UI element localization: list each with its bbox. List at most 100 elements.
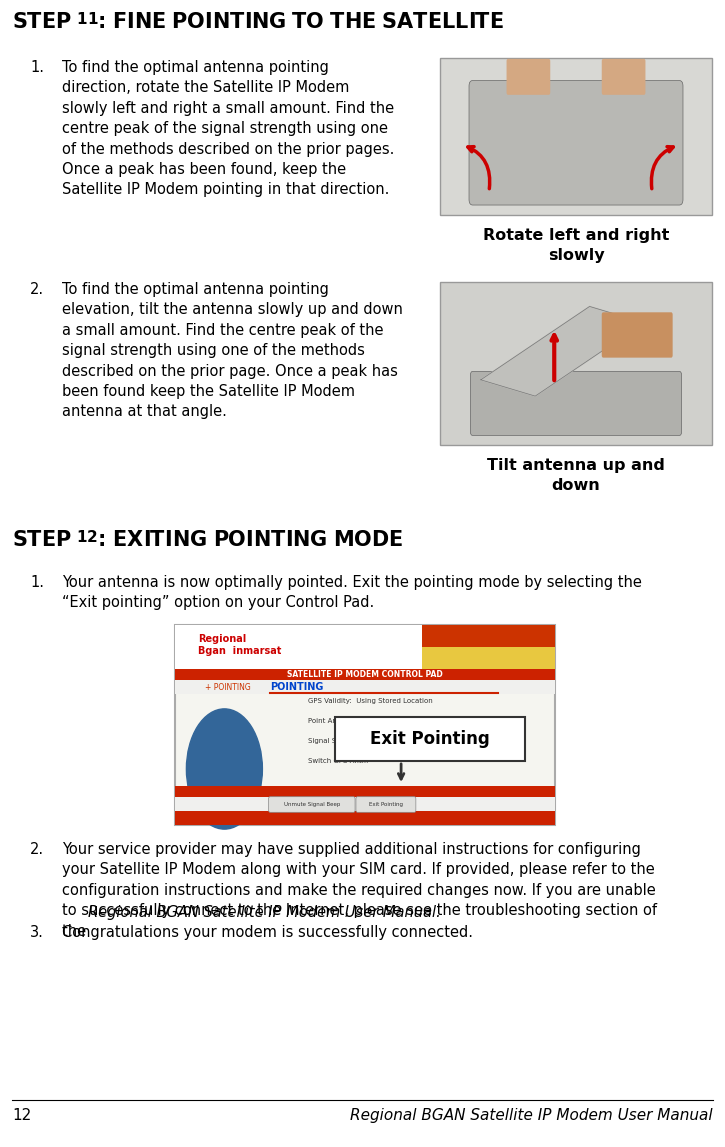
Text: E: E (389, 530, 403, 551)
Text: 3.: 3. (30, 924, 44, 941)
FancyBboxPatch shape (469, 80, 683, 205)
Text: T: T (291, 11, 306, 32)
Text: I: I (165, 530, 173, 551)
Text: P: P (212, 530, 228, 551)
Text: Point Antenna to These Satt...: Point Antenna to These Satt... (308, 718, 413, 724)
Text: T: T (413, 11, 427, 32)
Text: N: N (252, 11, 269, 32)
FancyBboxPatch shape (175, 680, 555, 694)
Text: D: D (371, 530, 389, 551)
Text: T: T (476, 11, 489, 32)
Text: S: S (12, 530, 27, 551)
FancyBboxPatch shape (602, 312, 673, 358)
FancyBboxPatch shape (175, 625, 555, 825)
Text: Regional BGAN Satellite IP Modem User Manual: Regional BGAN Satellite IP Modem User Ma… (350, 1108, 713, 1123)
Text: :: : (98, 530, 107, 551)
Text: P: P (56, 530, 71, 551)
Text: O: O (354, 530, 371, 551)
Text: slowly: slowly (547, 248, 605, 263)
Text: E: E (152, 11, 165, 32)
Text: E: E (112, 530, 127, 551)
Text: Exit Pointing: Exit Pointing (370, 729, 489, 748)
Text: down: down (552, 478, 600, 493)
Text: G: G (310, 530, 327, 551)
Text: G: G (269, 11, 286, 32)
Text: 1: 1 (87, 11, 98, 28)
FancyBboxPatch shape (440, 58, 712, 214)
Text: L: L (455, 11, 468, 32)
FancyBboxPatch shape (175, 797, 555, 811)
FancyBboxPatch shape (471, 372, 682, 436)
Text: 12: 12 (12, 1108, 31, 1123)
Text: I: I (126, 11, 134, 32)
Text: P: P (172, 11, 187, 32)
Text: Unmute Signal Beep: Unmute Signal Beep (283, 802, 340, 806)
Text: S: S (381, 11, 397, 32)
Text: N: N (253, 530, 270, 551)
Text: N: N (212, 11, 229, 32)
Text: A: A (397, 11, 413, 32)
FancyBboxPatch shape (440, 282, 712, 445)
FancyBboxPatch shape (175, 811, 555, 825)
Text: I: I (285, 530, 292, 551)
Text: T: T (330, 11, 344, 32)
Text: I: I (246, 530, 253, 551)
FancyBboxPatch shape (507, 58, 550, 95)
Text: O: O (187, 11, 204, 32)
Text: Exit Pointing: Exit Pointing (369, 802, 403, 806)
Text: H: H (344, 11, 361, 32)
Text: S: S (12, 11, 27, 32)
Text: E: E (41, 530, 56, 551)
Text: Congratulations your modem is successfully connected.: Congratulations your modem is successful… (62, 924, 473, 941)
Text: SATELLITE IP MODEM CONTROL PAD: SATELLITE IP MODEM CONTROL PAD (287, 670, 443, 679)
Text: N: N (292, 530, 310, 551)
Text: T: T (27, 530, 41, 551)
FancyBboxPatch shape (175, 625, 555, 669)
Text: 1.: 1. (30, 575, 44, 590)
FancyBboxPatch shape (175, 786, 555, 797)
Text: To find the optimal antenna pointing
direction, rotate the Satellite IP Modem
sl: To find the optimal antenna pointing dir… (62, 60, 394, 197)
Text: GPS Validity:  Using Stored Location: GPS Validity: Using Stored Location (308, 699, 433, 704)
FancyBboxPatch shape (175, 669, 555, 680)
Text: E: E (361, 11, 376, 32)
Text: I: I (204, 11, 212, 32)
Text: Your antenna is now optimally pointed. Exit the pointing mode by selecting the
“: Your antenna is now optimally pointed. E… (62, 575, 642, 610)
FancyBboxPatch shape (268, 797, 355, 812)
Text: To find the optimal antenna pointing
elevation, tilt the antenna slowly up and d: To find the optimal antenna pointing ele… (62, 282, 403, 420)
Text: 1: 1 (77, 11, 87, 28)
FancyBboxPatch shape (422, 625, 555, 647)
Text: T: T (27, 11, 41, 32)
Text: M: M (333, 530, 354, 551)
Text: 1.: 1. (30, 60, 44, 75)
Text: POINTING: POINTING (270, 682, 323, 692)
Text: Signal Streng...: Signal Streng... (308, 738, 362, 744)
FancyBboxPatch shape (335, 717, 525, 760)
Text: Your service provider may have supplied additional instructions for configuring
: Your service provider may have supplied … (62, 842, 657, 938)
Text: Regional
Bgan  inmarsat: Regional Bgan inmarsat (198, 634, 281, 656)
FancyBboxPatch shape (356, 797, 416, 812)
Circle shape (186, 709, 262, 829)
Text: N: N (134, 11, 152, 32)
Text: E: E (489, 11, 504, 32)
Text: N: N (173, 530, 190, 551)
Text: :: : (98, 11, 106, 32)
Text: + POINTING: + POINTING (205, 682, 251, 692)
Text: G: G (190, 530, 207, 551)
Polygon shape (481, 306, 644, 396)
Text: X: X (127, 530, 143, 551)
Text: P: P (56, 11, 71, 32)
Text: I: I (468, 11, 476, 32)
Text: T: T (270, 530, 285, 551)
Text: E: E (41, 11, 56, 32)
Text: T: T (150, 530, 165, 551)
Text: Rotate left and right: Rotate left and right (483, 228, 669, 243)
Text: Regional BGAN Satellite IP Modem User Manual.: Regional BGAN Satellite IP Modem User Ma… (88, 905, 441, 920)
Text: Tilt antenna up and: Tilt antenna up and (487, 458, 665, 473)
Text: F: F (112, 11, 126, 32)
Text: I: I (143, 530, 150, 551)
Text: E: E (427, 11, 441, 32)
Text: L: L (441, 11, 455, 32)
FancyBboxPatch shape (422, 625, 555, 669)
Text: 2.: 2. (30, 282, 44, 297)
Text: 1: 1 (77, 530, 87, 545)
